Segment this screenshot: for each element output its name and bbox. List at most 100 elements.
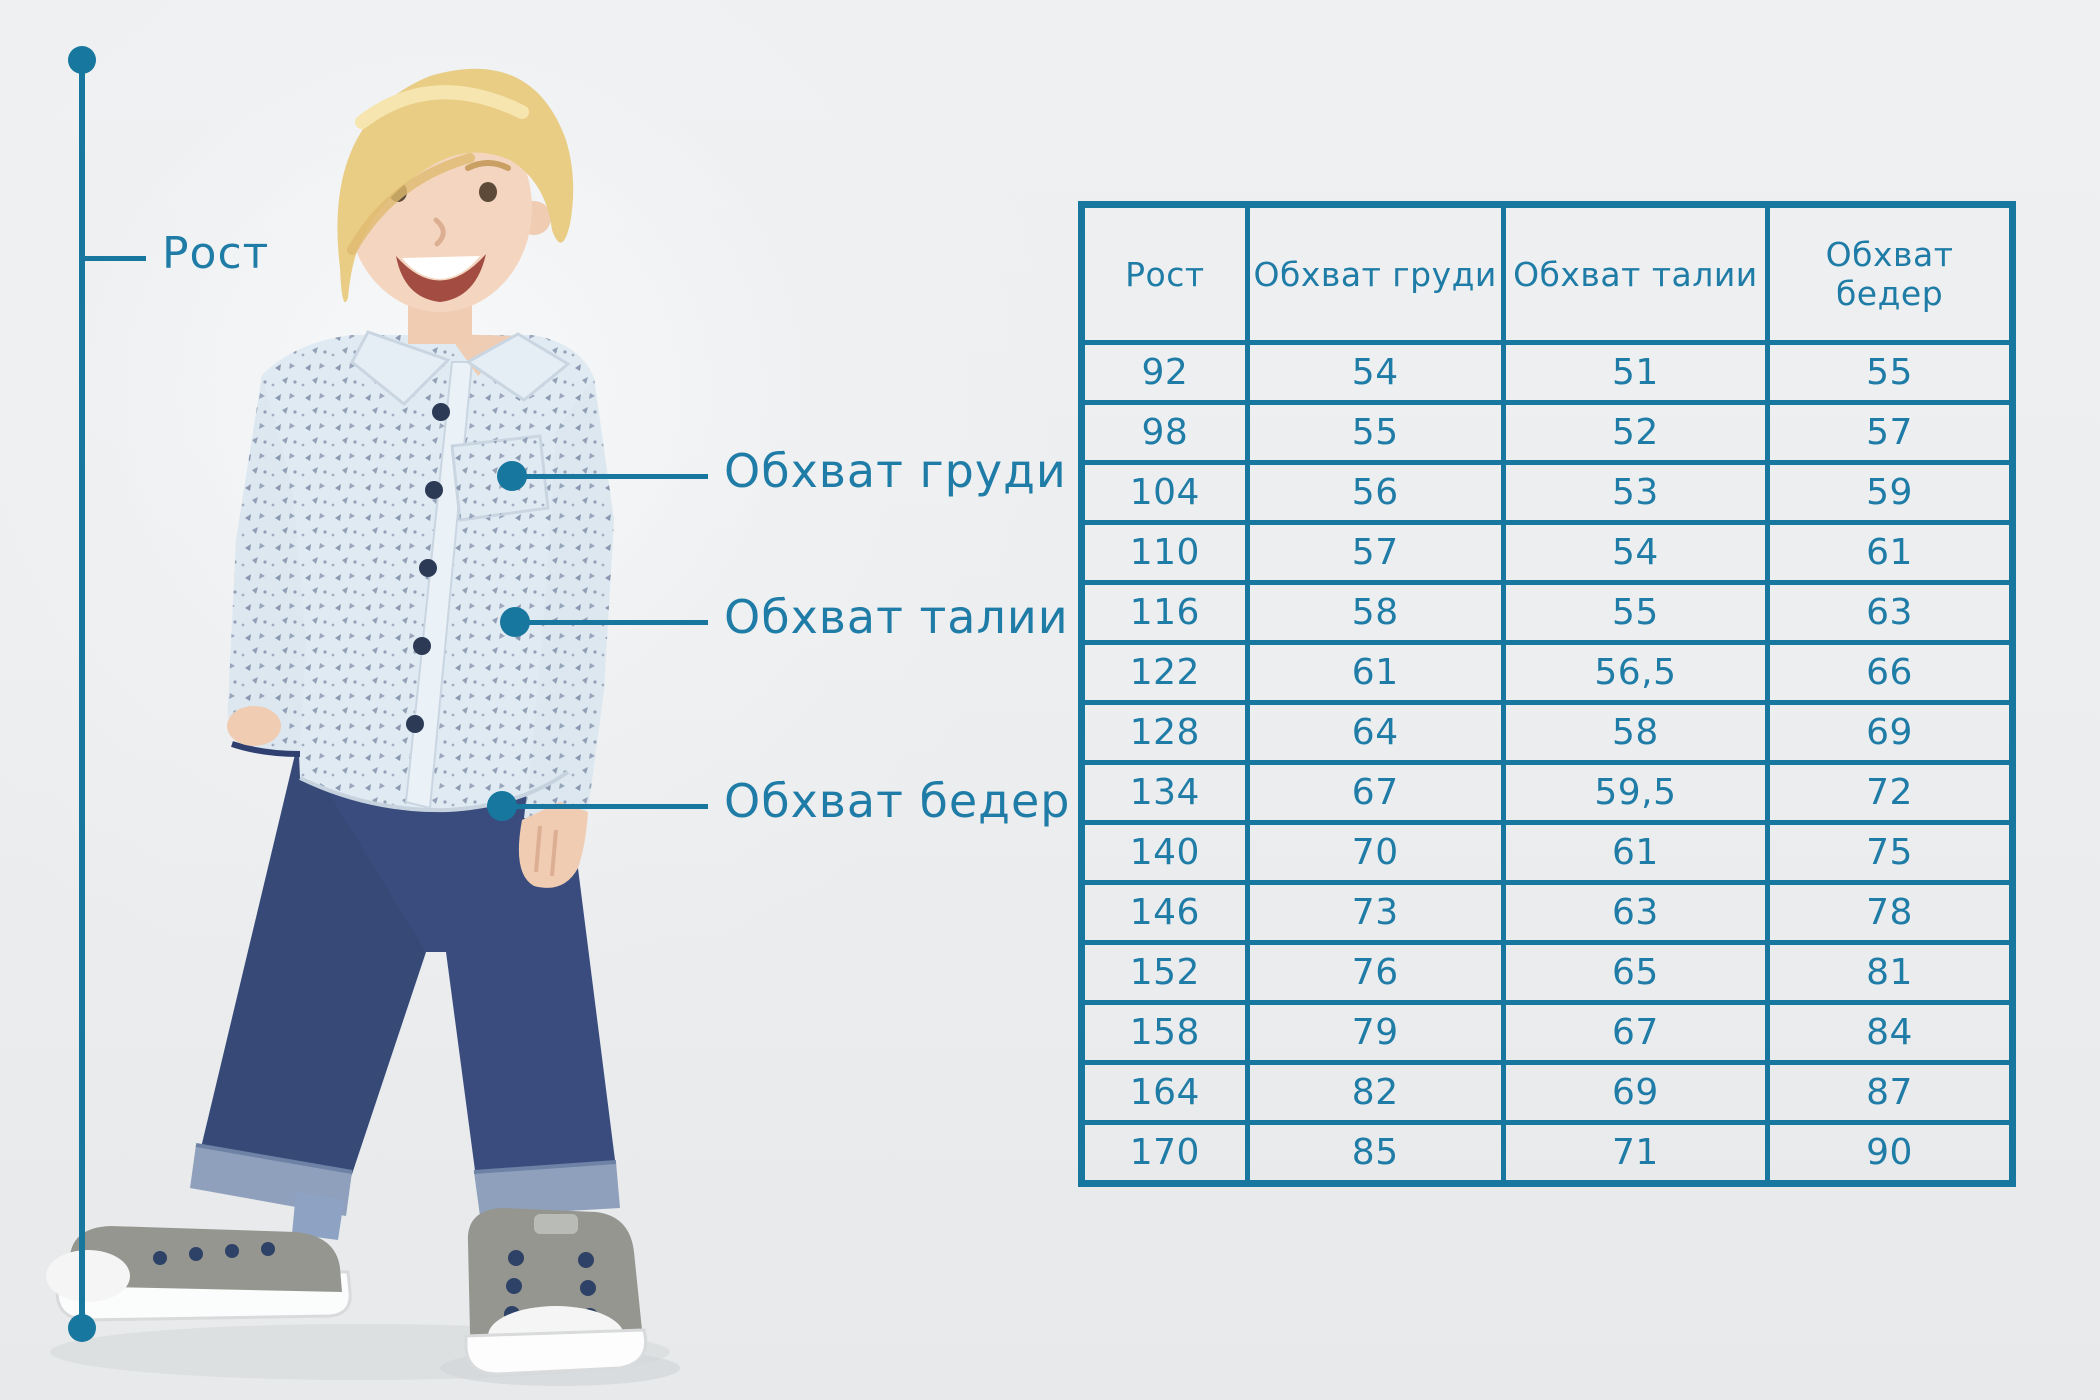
pants-pocket [231,741,301,757]
table-cell: 152 [1079,940,1250,1005]
table-row: 152 76 65 81 [1079,940,2015,1005]
table-cell: 53 [1500,460,1771,525]
table-cell: 65 [1500,940,1771,1005]
table-cell: 55 [1244,400,1506,465]
table-cell: 55 [1765,340,2015,405]
table-cell: 69 [1765,700,2015,765]
table-cell: 51 [1500,340,1771,405]
table-cell: 134 [1079,760,1250,825]
table-row: 104 56 53 59 [1079,460,2015,525]
table-row: 164 82 69 87 [1079,1060,2015,1125]
table-cell: 61 [1500,820,1771,885]
waist-line [515,620,708,625]
table-cell: 59,5 [1500,760,1771,825]
table-cell: 116 [1079,580,1250,645]
boy-shoes [46,1208,647,1376]
table-cell: 110 [1079,520,1250,585]
table-row: 158 79 67 84 [1079,1000,2015,1065]
table-cell: 81 [1765,940,2015,1005]
table-row: 98 55 52 57 [1079,400,2015,465]
table-cell: 61 [1765,520,2015,585]
table-cell: 71 [1500,1120,1771,1186]
boy-pants [190,742,620,1216]
table-cell: 56,5 [1500,640,1771,705]
table-row: 122 61 56,5 66 [1079,640,2015,705]
table-cell: 128 [1079,700,1250,765]
boy-photo [0,0,1060,1400]
table-cell: 54 [1244,340,1506,405]
table-cell: 58 [1244,580,1506,645]
table-cell: 63 [1500,880,1771,945]
table-cell: 140 [1079,820,1250,885]
height-line [79,60,85,1328]
boy-shirt [227,335,614,827]
measure-dot-top [68,46,96,74]
column-header: Обхват бедер [1765,202,2015,345]
table-cell: 63 [1765,580,2015,645]
table-row: 146 73 63 78 [1079,880,2015,945]
table-cell: 92 [1079,340,1250,405]
boy-head [337,68,574,407]
table-cell: 85 [1244,1120,1506,1186]
boy-left-hand [227,706,281,746]
table-cell: 67 [1500,1000,1771,1065]
table-row: 110 57 54 61 [1079,520,2015,585]
size-table: Рост Обхват груди Обхват талии Обхват бедер… [1078,201,2016,1187]
table-row: 170 85 71 90 [1079,1120,2015,1186]
boy-hair [337,68,574,303]
table-cell: 52 [1500,400,1771,465]
table-cell: 79 [1244,1000,1506,1065]
table-cell: 57 [1244,520,1506,585]
table-cell: 66 [1765,640,2015,705]
table-cell: 70 [1244,820,1506,885]
table-cell: 158 [1079,1000,1250,1065]
table-row: 140 70 61 75 [1079,820,2015,885]
table-cell: 78 [1765,880,2015,945]
table-row: 116 58 55 63 [1079,580,2015,645]
table-cell: 75 [1765,820,2015,885]
table-cell: 87 [1765,1060,2015,1125]
table-cell: 170 [1079,1120,1250,1186]
table-cell: 73 [1244,880,1506,945]
table-cell: 58 [1500,700,1771,765]
size-table-header-row: Рост Обхват груди Обхват талии Обхват бедер [1079,202,2015,345]
table-cell: 67 [1244,760,1506,825]
table-cell: 76 [1244,940,1506,1005]
table-row: 92 54 51 55 [1079,340,2015,405]
table-row: 128 64 58 69 [1079,700,2015,765]
table-cell: 90 [1765,1120,2015,1186]
table-cell: 82 [1244,1060,1506,1125]
table-cell: 104 [1079,460,1250,525]
table-cell: 146 [1079,880,1250,945]
hips-dot [487,791,517,821]
chest-line [512,474,708,479]
column-header: Обхват груди [1244,202,1506,345]
column-header: Обхват талии [1500,202,1771,345]
hips-label: Обхват бедер [724,774,1071,828]
chest-dot [497,461,527,491]
table-cell: 164 [1079,1060,1250,1125]
waist-dot [500,607,530,637]
column-header: Рост [1079,202,1250,345]
table-cell: 122 [1079,640,1250,705]
hips-line [502,804,708,809]
chest-label: Обхват груди [724,444,1067,498]
waist-label: Обхват талии [724,590,1069,644]
table-cell: 57 [1765,400,2015,465]
table-row: 134 67 59,5 72 [1079,760,2015,825]
table-cell: 56 [1244,460,1506,525]
table-cell: 98 [1079,400,1250,465]
boy-sock [292,1192,344,1240]
measure-dot-bottom [68,1314,96,1342]
height-label: Рост [162,228,270,279]
table-cell: 64 [1244,700,1506,765]
boy-illustration [46,68,680,1386]
table-cell: 72 [1765,760,2015,825]
table-cell: 84 [1765,1000,2015,1065]
table-cell: 59 [1765,460,2015,525]
table-cell: 54 [1500,520,1771,585]
table-cell: 69 [1500,1060,1771,1125]
height-tick [82,256,146,261]
size-table-body: 92 54 51 55 98 55 52 57 104 56 53 59 110 57 54 61 116 58 5… [1079,340,2015,1186]
